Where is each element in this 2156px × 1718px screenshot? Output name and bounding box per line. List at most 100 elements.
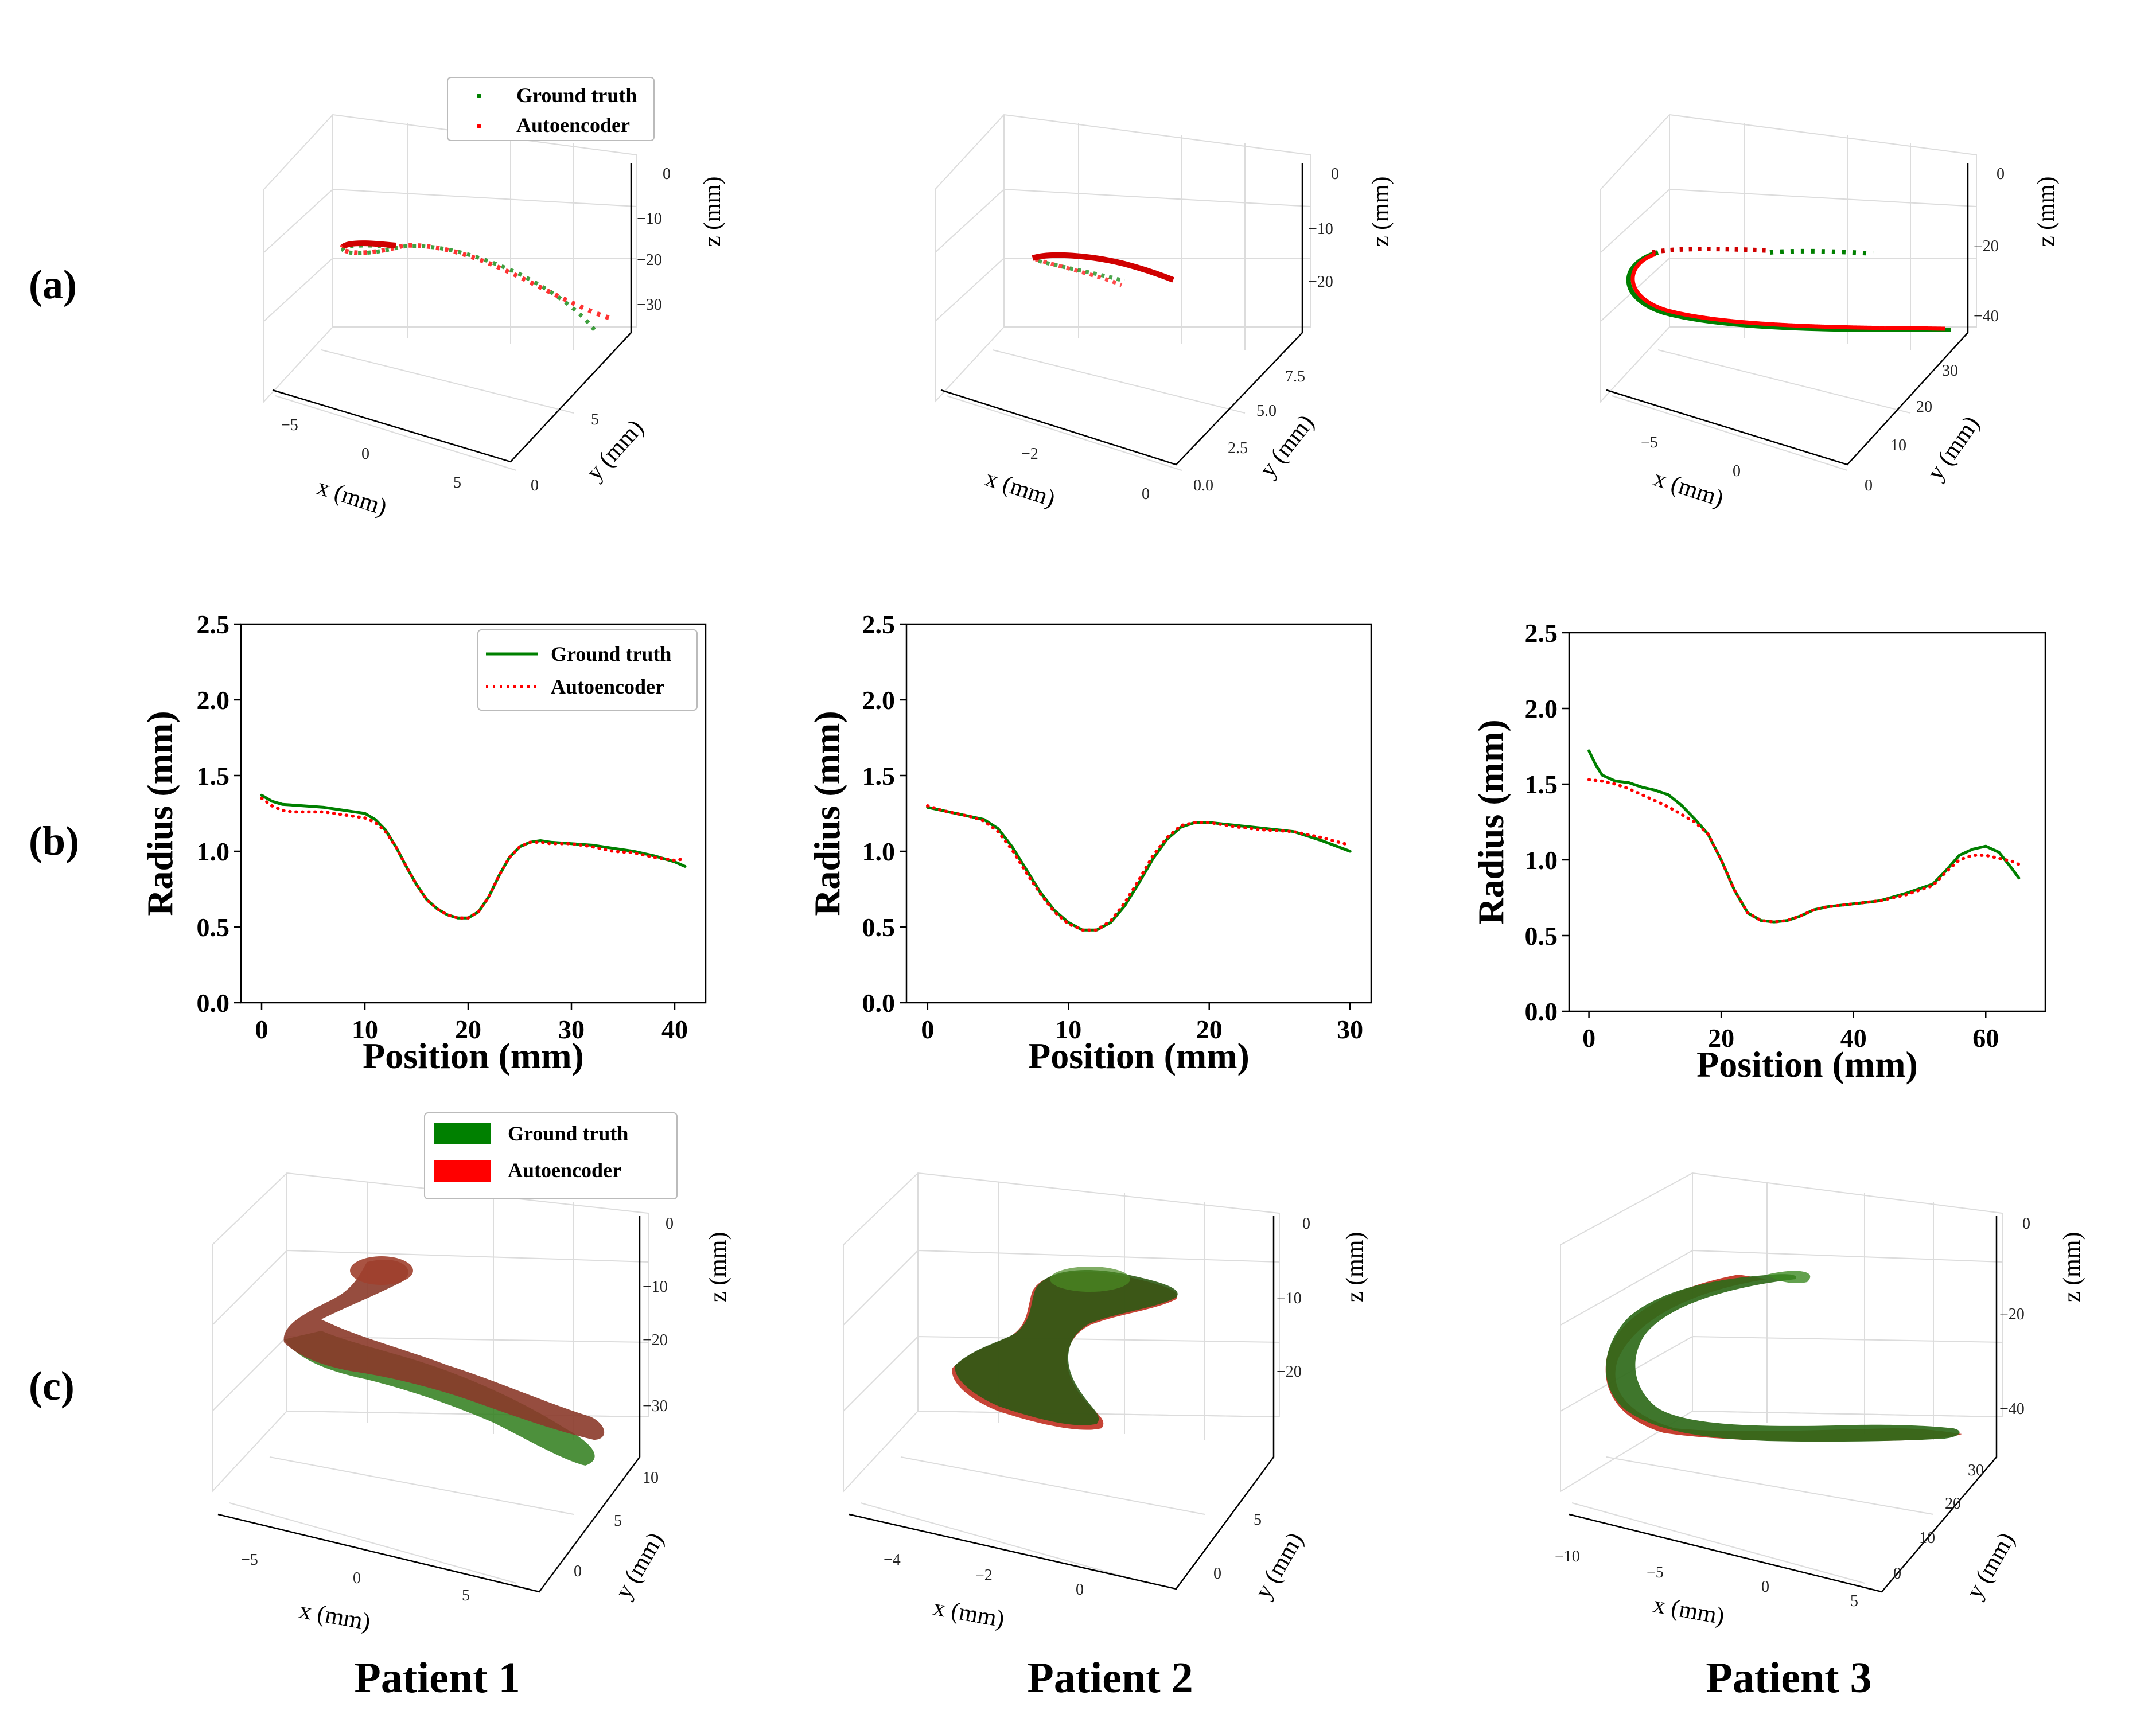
x-tick-labels: −5 0 5 (281, 416, 461, 492)
x-tick: −5 (281, 416, 298, 434)
z-tick: −20 (643, 1331, 668, 1349)
z-axis-label: z (mm) (699, 177, 726, 247)
z-tick-labels: 0 −20 −40 (1999, 1215, 2030, 1418)
z-tick: −10 (1308, 220, 1333, 238)
plot-b3: 0 20 40 600.00.51.01.52.02.5 Position (mm) … (1470, 618, 2046, 1085)
y-tick-label: 2.0 (862, 685, 896, 715)
y-tick: 0.0 (1193, 477, 1213, 494)
x-axis-label: x (mm) (314, 474, 390, 521)
surface-ground-truth (955, 1267, 1178, 1425)
y-tick: 20 (1916, 398, 1932, 416)
plot-frame (905, 623, 1372, 1004)
legend-ground-truth: Ground truth (508, 1122, 628, 1145)
y-tick-labels: 0 5 (531, 411, 599, 494)
legend-b: Ground truth Autoencoder (477, 629, 698, 711)
ticks: 0 10 20 30 0.0 0.5 1.0 1.5 2.0 2.5 (862, 610, 1364, 1044)
y-tick-label: 0.5 (1525, 921, 1558, 950)
y-tick-labels: 0 10 20 30 (1865, 362, 1958, 494)
y-tick-label: 1.5 (862, 761, 896, 790)
x-tick: −2 (1021, 445, 1038, 463)
y-tick: 0 (574, 1563, 582, 1580)
patient-3-title: Patient 3 (1706, 1654, 1871, 1702)
y-tick-label: 1.0 (197, 837, 230, 866)
z-axis-label: z (mm) (705, 1232, 731, 1302)
z-tick: −40 (1974, 307, 1999, 325)
x-tick-label: 20 (1196, 1015, 1223, 1044)
y-tick-label: 1.5 (197, 761, 230, 790)
x-tick-labels: −10 −5 0 5 (1555, 1548, 1858, 1610)
y-tick-label: 0.0 (862, 988, 896, 1018)
z-axis-label: z (mm) (2059, 1232, 2085, 1302)
legend-c: Ground truth Autoencoder (424, 1112, 678, 1199)
y-tick-label: 2.5 (862, 610, 896, 639)
legend-a: Ground truth Autoencoder (447, 77, 655, 141)
series-lines (926, 804, 1352, 932)
legend-patch-ground-truth (434, 1123, 491, 1144)
z-tick: 0 (1331, 165, 1339, 183)
x-tick: −2 (975, 1567, 993, 1584)
x-tick-label: 10 (1055, 1015, 1081, 1044)
surface-autoencoder (283, 1256, 605, 1440)
x-axis-label: Position (mm) (1028, 1035, 1250, 1076)
x-tick-label: 20 (1708, 1023, 1734, 1053)
patient-1-title: Patient 1 (354, 1654, 520, 1702)
y-tick-labels: 0 10 20 30 (1893, 1462, 1984, 1583)
series-lines (260, 793, 687, 920)
y-tick-labels: 0.0 2.5 5.0 7.5 (1193, 368, 1305, 494)
z-tick-labels: 0 −10 −20 (1308, 165, 1339, 291)
y-tick: 10 (1919, 1529, 1935, 1547)
x-axis-label: Position (mm) (363, 1035, 584, 1076)
x-tick-label: 0 (1582, 1023, 1595, 1053)
row-label-c: (c) (29, 1363, 75, 1409)
y-tick-label: 0.5 (197, 913, 230, 942)
plot-c1: −5 0 5 x (mm) 0 5 10 y (mm) 0 −10 −20 −3… (212, 1112, 731, 1636)
legend-marker-ground-truth (477, 94, 481, 98)
autoencoder-points (339, 240, 612, 321)
x-tick-labels: −2 0 (1021, 445, 1150, 503)
y-tick: 0 (1213, 1565, 1221, 1583)
pane-grid (935, 114, 1311, 471)
x-tick: 5 (453, 474, 461, 492)
y-tick: 30 (1942, 362, 1958, 380)
legend-marker-autoencoder (477, 124, 481, 128)
pane-grid (1560, 1172, 2003, 1584)
x-tick-labels: −4 −2 0 (884, 1551, 1084, 1599)
y-tick: 7.5 (1285, 368, 1305, 385)
y-tick: 2.5 (1228, 439, 1248, 457)
y-axis-label: Radius (mm) (807, 711, 847, 916)
x-tick-label: 10 (352, 1015, 378, 1044)
z-tick: −20 (637, 251, 662, 269)
z-tick: −20 (1999, 1306, 2025, 1323)
z-tick: −10 (1277, 1290, 1302, 1307)
ground-truth-line (1587, 749, 2021, 924)
x-axis-label: x (mm) (297, 1598, 372, 1636)
x-tick-labels: −5 0 (1641, 434, 1741, 480)
plot-b1: 0 10 20 30 40 0.0 0.5 1.0 1.5 2.0 2.5 Position (mm… (139, 610, 707, 1076)
z-tick: −10 (637, 210, 662, 228)
series-lines (1587, 749, 2021, 924)
y-tick: 0 (1893, 1565, 1901, 1583)
z-tick: −40 (1999, 1400, 2025, 1418)
plot-a1: −5 0 5 x (mm) 0 5 y (mm) 0 −10 −20 −30 z… (263, 77, 726, 521)
z-tick: −30 (637, 296, 662, 314)
x-tick: −5 (1641, 434, 1658, 451)
x-tick-label: 40 (661, 1015, 688, 1044)
y-tick-labels: 0 5 10 (574, 1469, 659, 1580)
y-tick: 20 (1945, 1495, 1961, 1513)
x-axis-label: x (mm) (931, 1595, 1006, 1633)
y-tick-label: 2.0 (197, 685, 230, 715)
autoencoder-line (260, 796, 687, 920)
autoencoder-line (1587, 778, 2021, 924)
row-label-b: (b) (29, 818, 79, 864)
pane-grid (1600, 114, 1977, 471)
y-axis-label: Radius (mm) (1470, 719, 1511, 924)
z-tick: 0 (1302, 1215, 1310, 1233)
x-tick-label: 20 (455, 1015, 481, 1044)
legend-ground-truth: Ground truth (551, 642, 671, 665)
z-tick: 0 (1997, 165, 2005, 183)
y-tick-label: 1.0 (1525, 846, 1558, 875)
ground-truth-line (260, 793, 687, 920)
z-tick: 0 (663, 165, 671, 183)
plot-a2: −2 0 x (mm) 0.0 2.5 5.0 7.5 y (mm) 0 −10… (935, 114, 1394, 512)
pane-grid (263, 114, 637, 471)
